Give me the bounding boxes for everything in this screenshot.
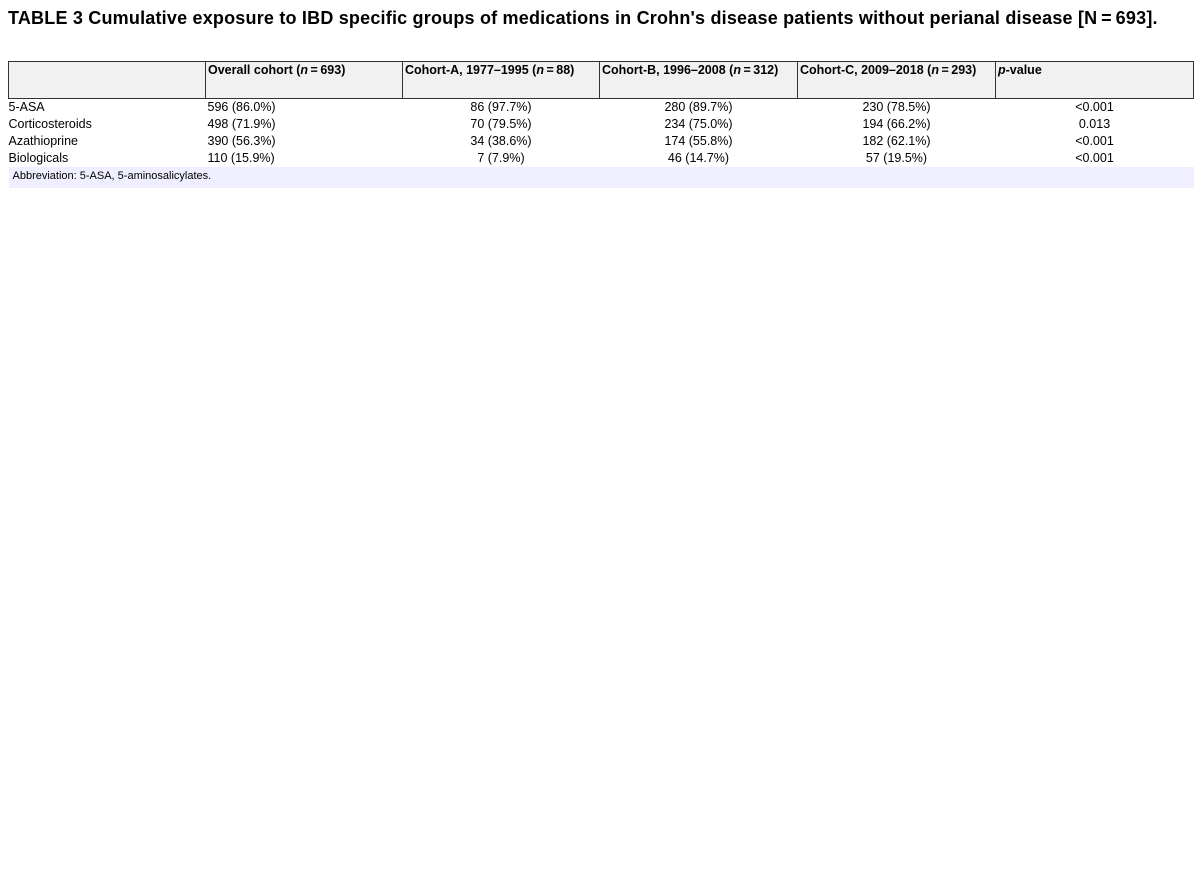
row-label: Corticosteroids — [8, 117, 92, 131]
header-cohort-c-text: Cohort-C, 2009–2018 ( — [800, 63, 932, 77]
table-title: TABLE 3 Cumulative exposure to IBD speci… — [8, 8, 1158, 28]
header-overall-cohort-n: n — [300, 63, 309, 77]
cell-cohort-c: 230 (78.5%) — [862, 100, 931, 114]
header-cohort-b-text: Cohort-B, 1996–2008 ( — [602, 63, 734, 77]
cell-cohort-b: 234 (75.0%) — [664, 117, 733, 131]
table-row: Azathioprine 390 (56.3%) 34 (38.6%) 174 … — [9, 133, 1194, 150]
table-header-row: Overall cohort (n = 693) Cohort-A, 1977–… — [8, 61, 1194, 99]
header-cohort-c-n: n — [931, 63, 939, 77]
cell-overall: 390 (56.3%) — [207, 134, 276, 148]
cell-overall: 498 (71.9%) — [207, 117, 276, 131]
table-row: 5-ASA 596 (86.0%) 86 (97.7%) 280 (89.7%)… — [9, 99, 1194, 117]
cell-overall: 596 (86.0%) — [207, 100, 276, 114]
header-cohort-a: Cohort-A, 1977–1995 (n = 88) — [402, 61, 600, 99]
cell-cohort-c: 194 (66.2%) — [862, 117, 931, 131]
header-cohort-c-count: = 293) — [938, 63, 977, 77]
header-p-value-text: -value — [1005, 63, 1042, 77]
cell-p-value: <0.001 — [1075, 151, 1114, 165]
header-medication — [8, 61, 206, 99]
header-overall-cohort: Overall cohort (n = 693) — [205, 61, 403, 99]
header-p-value: p-value — [995, 61, 1194, 99]
row-label: Biologicals — [8, 151, 69, 165]
cell-p-value: <0.001 — [1075, 100, 1114, 114]
cell-cohort-c: 182 (62.1%) — [862, 134, 931, 148]
header-cohort-c: Cohort-C, 2009–2018 (n = 293) — [797, 61, 996, 99]
header-cohort-b: Cohort-B, 1996–2008 (n = 312) — [599, 61, 798, 99]
table-footnote: Abbreviation: 5-ASA, 5-aminosalicylates. — [8, 167, 1194, 188]
header-cohort-b-count: = 312) — [740, 63, 779, 77]
cell-cohort-b: 174 (55.8%) — [664, 134, 733, 148]
header-cohort-b-n: n — [733, 63, 741, 77]
cell-cohort-c: 57 (19.5%) — [865, 151, 928, 165]
cell-cohort-a: 34 (38.6%) — [470, 134, 532, 148]
table-row: Biologicals 110 (15.9%) 7 (7.9%) 46 (14.… — [9, 150, 1194, 167]
header-cohort-a-n: n — [536, 63, 544, 77]
row-label: Azathioprine — [8, 134, 79, 148]
header-overall-cohort-count: = 693) — [308, 63, 346, 77]
cell-cohort-a: 86 (97.7%) — [470, 100, 532, 114]
cell-p-value: <0.001 — [1075, 134, 1114, 148]
cell-p-value: 0.013 — [1078, 117, 1111, 131]
header-overall-cohort-text: Overall cohort ( — [208, 63, 301, 77]
header-cohort-a-text: Cohort-A, 1977–1995 ( — [405, 63, 537, 77]
table-row: Corticosteroids 498 (71.9%) 70 (79.5%) 2… — [9, 116, 1194, 133]
cell-cohort-a: 70 (79.5%) — [470, 117, 532, 131]
header-p-symbol: p — [998, 63, 1006, 77]
cell-cohort-b: 46 (14.7%) — [667, 151, 730, 165]
table-footnote-row: Abbreviation: 5-ASA, 5-aminosalicylates. — [8, 167, 1194, 188]
cell-overall: 110 (15.9%) — [207, 151, 275, 165]
row-label: 5-ASA — [8, 100, 45, 114]
medication-exposure-table: Overall cohort (n = 693) Cohort-A, 1977–… — [8, 61, 1194, 188]
header-cohort-a-count: = 88) — [543, 63, 575, 77]
cell-cohort-a: 7 (7.9%) — [477, 151, 525, 165]
cell-cohort-b: 280 (89.7%) — [664, 100, 733, 114]
